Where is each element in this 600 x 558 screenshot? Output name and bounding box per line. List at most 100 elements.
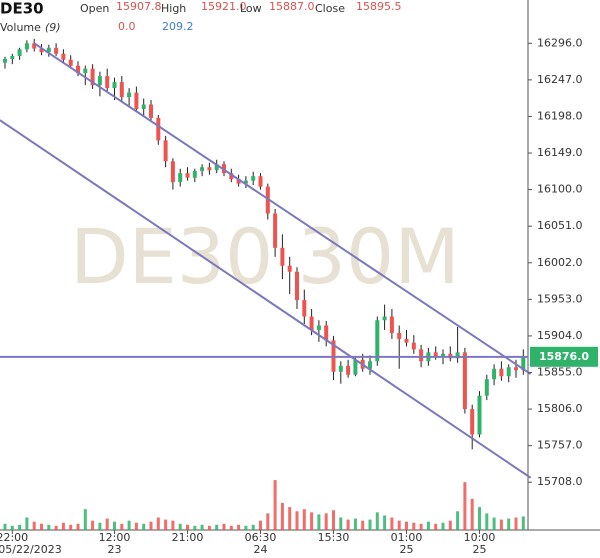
volume-bar (207, 525, 211, 530)
x-tick-label: 01:00 (391, 531, 423, 544)
x-date-label: 25 (473, 543, 487, 556)
candle-body (411, 342, 416, 350)
candle-body (441, 353, 445, 357)
volume-bar (69, 524, 73, 530)
candle-body (455, 352, 460, 359)
volume-bar (127, 520, 131, 530)
volume-bar (383, 515, 387, 530)
x-date-label: 05/22/2023 (0, 543, 62, 556)
candle-body (119, 82, 124, 98)
x-date-label: 23 (108, 543, 122, 556)
candle-body (90, 68, 95, 86)
candle-body (3, 58, 7, 63)
volume-bar (83, 509, 87, 530)
volume-bar (222, 523, 226, 530)
volume-bar (76, 523, 80, 530)
candle-body (178, 173, 183, 183)
candle-body (243, 180, 248, 184)
candle-body (499, 368, 504, 377)
volume-bar (448, 520, 452, 530)
volume-bar (113, 521, 116, 530)
candle-body (484, 379, 489, 396)
volume-bar (317, 514, 321, 530)
x-tick-label: 15:30 (318, 531, 350, 544)
volume-bar (32, 521, 36, 530)
candle-body (39, 48, 44, 53)
volume-bar (521, 516, 525, 530)
candle-body (251, 176, 256, 181)
x-tick-label: 12:00 (99, 531, 131, 544)
candle-body (506, 367, 511, 377)
x-tick-label: 21:00 (172, 531, 204, 544)
candle-body (61, 53, 66, 60)
volume-value: 0.0 (118, 20, 136, 33)
candle-body (134, 92, 139, 109)
candle-body (514, 367, 518, 371)
volume-bar (302, 509, 306, 530)
candle-body (76, 65, 80, 74)
volume-bar (251, 524, 255, 530)
volume-bar (142, 523, 146, 530)
volume-bar (3, 523, 7, 530)
x-date-label: 24 (254, 543, 268, 556)
trendline (33, 42, 532, 375)
volume-bar (332, 510, 335, 530)
x-tick-label: 06:30 (245, 531, 277, 544)
candle-body (68, 59, 73, 66)
y-tick-label: 16149.0 (537, 146, 583, 159)
volume-bar (507, 518, 511, 530)
volume-bar (134, 522, 138, 530)
candle-body (273, 213, 278, 248)
volume-bar (266, 513, 270, 530)
candle-body (295, 271, 299, 301)
volume-bar (405, 521, 408, 530)
volume-bar (375, 512, 379, 530)
volume-bar (193, 525, 197, 530)
candle-body (163, 140, 168, 162)
candle-body (83, 68, 88, 74)
candle-body (316, 325, 321, 330)
candle-body (214, 164, 219, 171)
candle-body (185, 173, 190, 178)
close-label: Close (315, 2, 345, 15)
candle-body (149, 104, 153, 118)
volume-bar (229, 525, 233, 530)
y-tick-label: 15757.0 (537, 439, 583, 452)
volume-bar (54, 525, 58, 530)
candle-body (258, 176, 263, 187)
volume-bar (40, 523, 43, 530)
volume-bar (397, 520, 401, 530)
volume-bar (25, 517, 29, 530)
x-tick-label: 22:00 (0, 531, 28, 544)
volume-bar (339, 517, 343, 530)
candle-body (141, 104, 146, 109)
volume-bar (441, 522, 445, 530)
volume-bar (200, 524, 204, 530)
price-label: 15876.0 (539, 350, 589, 363)
candle-body (112, 82, 117, 89)
volume-bar (324, 513, 328, 530)
y-tick-label: 15855.0 (537, 365, 583, 378)
volume-bar (353, 518, 357, 530)
volume-bar (390, 517, 394, 530)
volume-bar (478, 507, 481, 530)
volume-bar (426, 521, 430, 530)
candle-body (287, 265, 292, 272)
candle-body (302, 300, 307, 317)
volume-bar (361, 520, 365, 530)
volume-bar (514, 517, 518, 530)
y-tick-label: 15953.0 (537, 292, 583, 305)
volume-bar (310, 512, 314, 530)
low-label: Low (240, 2, 262, 15)
watermark: DE30 30M (70, 212, 460, 301)
volume-bar (98, 522, 102, 530)
volume-bar (368, 519, 372, 530)
candle-body (46, 47, 51, 53)
x-tick-label: 10:00 (464, 531, 496, 544)
candle-body (170, 161, 175, 183)
volume-bar (273, 480, 277, 530)
candle-body (382, 316, 387, 321)
candle-body (236, 179, 241, 184)
volume-bar (499, 519, 503, 530)
